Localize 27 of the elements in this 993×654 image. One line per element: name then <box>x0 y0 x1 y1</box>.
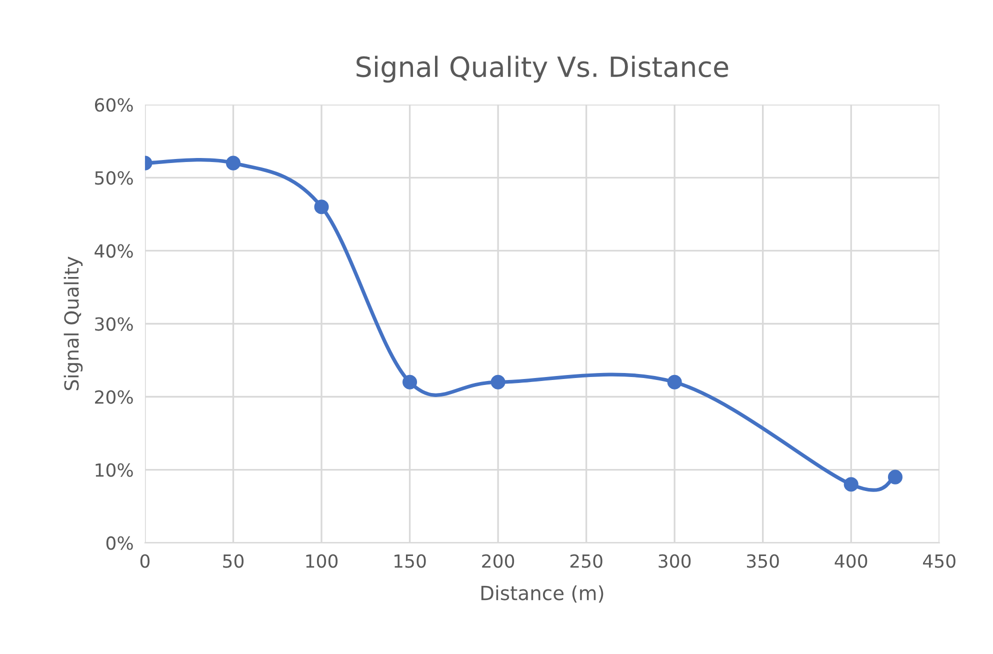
x-tick-label: 350 <box>746 554 779 568</box>
point <box>888 470 903 484</box>
chart-title: Signal Quality Vs. Distance <box>356 56 728 83</box>
y-tick-label: 20% <box>95 390 133 404</box>
x-axis-title: Distance (m) <box>481 585 604 603</box>
point <box>402 374 418 390</box>
point <box>314 200 329 214</box>
y-tick-label: 0% <box>106 536 133 550</box>
point <box>490 374 506 390</box>
x-tick-label: 0 <box>140 554 150 568</box>
x-tick-label: 300 <box>658 554 691 568</box>
y-tick-label: 60% <box>94 98 133 112</box>
y-tick-label: 40% <box>94 244 133 258</box>
point <box>667 374 682 390</box>
y-tick-label: 10% <box>96 463 133 477</box>
x-tick-label: 150 <box>394 554 426 568</box>
x-tick-label: 250 <box>570 554 602 568</box>
x-tick-label: 400 <box>834 554 868 568</box>
x-tick-label: 50 <box>223 554 244 568</box>
y-tick-label: 30% <box>95 317 133 331</box>
x-tick-label: 200 <box>482 554 514 568</box>
x-tick-label: 100 <box>306 554 338 568</box>
y-tick-label: 50% <box>95 171 133 185</box>
x-tick-label: 450 <box>923 554 956 568</box>
y-axis-title: Signal Quality <box>64 256 83 390</box>
point <box>226 156 241 170</box>
point <box>844 477 858 492</box>
